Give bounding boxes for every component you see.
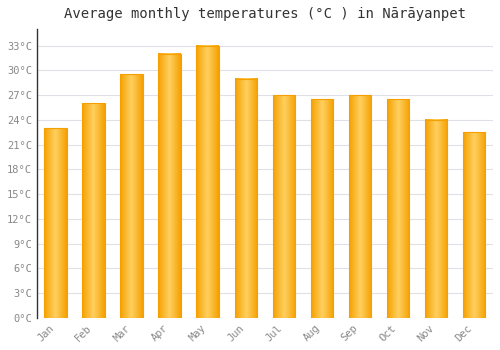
Bar [348,95,372,318]
Bar [44,128,67,318]
Bar [196,46,220,318]
Bar [234,78,258,318]
Bar [272,95,295,318]
Bar [462,132,485,318]
Bar [120,75,144,318]
Bar [82,103,105,318]
Bar [158,54,182,318]
Bar [386,99,409,318]
Bar [424,120,448,318]
Bar [310,99,334,318]
Title: Average monthly temperatures (°C ) in Nārāyanpet: Average monthly temperatures (°C ) in Nā… [64,7,466,21]
